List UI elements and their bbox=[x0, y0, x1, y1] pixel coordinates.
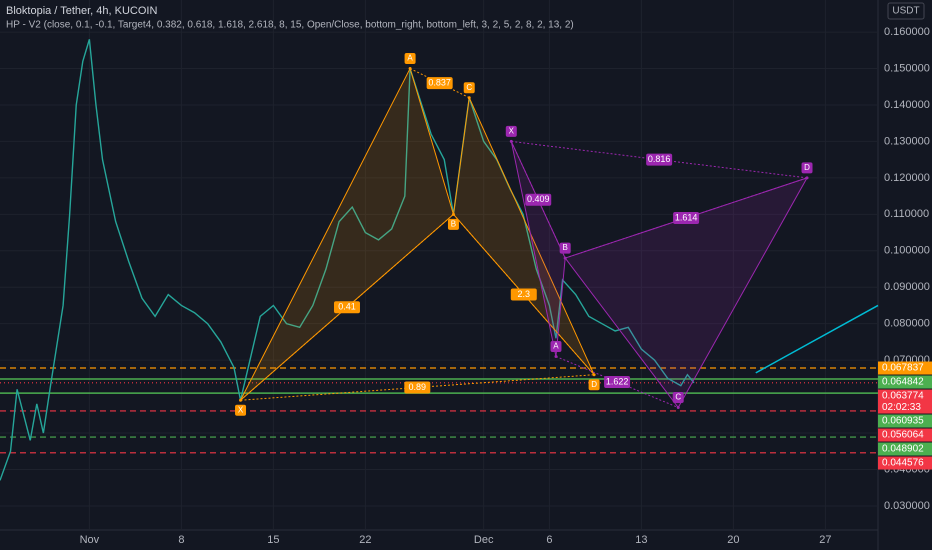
point-label-bg bbox=[463, 82, 475, 94]
pattern-point bbox=[239, 398, 243, 402]
level-price-label: 0.063774 bbox=[882, 391, 924, 402]
x-tick-label: 27 bbox=[819, 534, 831, 546]
indicator-legend: HP - V2 (close, 0.1, -0.1, Target4, 0.38… bbox=[6, 20, 574, 31]
ratio-line bbox=[453, 214, 595, 376]
level-price-label-bg bbox=[878, 414, 932, 428]
level-price-label-bg bbox=[878, 375, 932, 389]
point-label-bg bbox=[588, 379, 600, 391]
ratio-label: 1.614 bbox=[675, 212, 698, 222]
x-tick-label: Dec bbox=[474, 534, 494, 546]
y-tick-label: 0.120000 bbox=[884, 172, 930, 184]
currency-label[interactable]: USDT bbox=[892, 6, 919, 17]
x-tick-label: 6 bbox=[546, 534, 552, 546]
y-tick-label: 0.110000 bbox=[884, 208, 929, 220]
pattern-point bbox=[509, 139, 513, 143]
y-tick-label: 0.100000 bbox=[884, 245, 930, 257]
y-tick-label: 0.140000 bbox=[884, 99, 930, 111]
point-label: C bbox=[675, 393, 681, 402]
point-label-bg bbox=[404, 53, 416, 65]
ratio-label: 1.622 bbox=[606, 376, 629, 386]
y-tick-label: 0.030000 bbox=[884, 500, 930, 512]
pattern-point bbox=[467, 96, 471, 100]
ratio-label-bg bbox=[673, 211, 700, 224]
point-label: A bbox=[407, 54, 413, 63]
point-label: D bbox=[591, 380, 597, 389]
x-tick-label: 22 bbox=[359, 534, 371, 546]
pattern-point bbox=[554, 354, 558, 358]
level-price-label-bg bbox=[878, 428, 932, 442]
ratio-label-bg bbox=[604, 376, 631, 389]
pattern-point bbox=[676, 406, 680, 410]
pattern-point bbox=[451, 212, 455, 216]
point-label: A bbox=[553, 342, 559, 351]
x-tick-label: 13 bbox=[635, 534, 647, 546]
plot bbox=[0, 0, 879, 530]
point-label: B bbox=[451, 219, 456, 228]
point-label-bg bbox=[447, 218, 459, 230]
ratio-label: 0.89 bbox=[409, 382, 427, 392]
y-tick-label: 0.150000 bbox=[884, 62, 930, 74]
y-tick-label: 0.130000 bbox=[884, 135, 930, 147]
ratio-label: 2.3 bbox=[518, 289, 531, 299]
point-label-bg bbox=[801, 162, 813, 174]
point-label: X bbox=[509, 127, 515, 136]
point-label-bg bbox=[559, 242, 571, 254]
y-tick-label: 0.090000 bbox=[884, 281, 930, 293]
point-label-bg bbox=[550, 340, 562, 352]
ratio-label-bg bbox=[646, 153, 673, 166]
level-price-label: 0.060935 bbox=[882, 416, 924, 427]
y-tick-label: 0.080000 bbox=[884, 318, 930, 330]
level-price-label-bg bbox=[878, 456, 932, 470]
level-price-label-bg bbox=[878, 361, 932, 375]
level-price-label: 0.044576 bbox=[882, 458, 924, 469]
symbol-title: Bloktopia / Tether, 4h, KUCOIN bbox=[6, 5, 157, 17]
point-label-bg bbox=[235, 404, 247, 416]
level-price-label: 0.064842 bbox=[882, 377, 924, 388]
ratio-label: 0.816 bbox=[648, 154, 671, 164]
ratio-label-bg bbox=[404, 381, 431, 394]
countdown-label: 02:02:33 bbox=[882, 402, 921, 413]
level-price-label: 0.067837 bbox=[882, 363, 924, 374]
pattern-point bbox=[563, 256, 567, 260]
point-label: X bbox=[238, 405, 244, 414]
point-label: D bbox=[804, 163, 810, 172]
x-tick-label: Nov bbox=[80, 534, 100, 546]
level-price-label: 0.056064 bbox=[882, 430, 924, 441]
price-line bbox=[0, 39, 695, 481]
point-label-bg bbox=[672, 392, 684, 404]
y-tick-label: 0.160000 bbox=[884, 26, 930, 38]
ratio-label-bg bbox=[333, 301, 360, 314]
pattern-point bbox=[805, 176, 809, 180]
x-tick-label: 15 bbox=[267, 534, 279, 546]
currency-button[interactable] bbox=[887, 2, 925, 20]
pattern-point bbox=[408, 67, 412, 71]
ratio-label-bg bbox=[510, 288, 537, 301]
ratio-label: 0.409 bbox=[527, 194, 550, 204]
point-label: B bbox=[563, 243, 568, 252]
ratio-line bbox=[565, 177, 808, 259]
level-price-label-bg bbox=[878, 442, 932, 456]
trendline bbox=[755, 304, 879, 374]
ratio-label: 0.41 bbox=[338, 302, 356, 312]
ratio-label-bg bbox=[525, 193, 552, 206]
point-label-bg bbox=[505, 125, 517, 137]
x-tick-label: 8 bbox=[178, 534, 184, 546]
level-price-label: 0.048902 bbox=[882, 444, 924, 455]
ratio-label: 0.837 bbox=[428, 77, 451, 87]
ratio-label-bg bbox=[426, 77, 453, 90]
point-label: C bbox=[466, 83, 472, 92]
pattern-point bbox=[592, 373, 596, 377]
x-tick-label: 20 bbox=[727, 534, 739, 546]
level-price-label-bg bbox=[878, 389, 932, 414]
